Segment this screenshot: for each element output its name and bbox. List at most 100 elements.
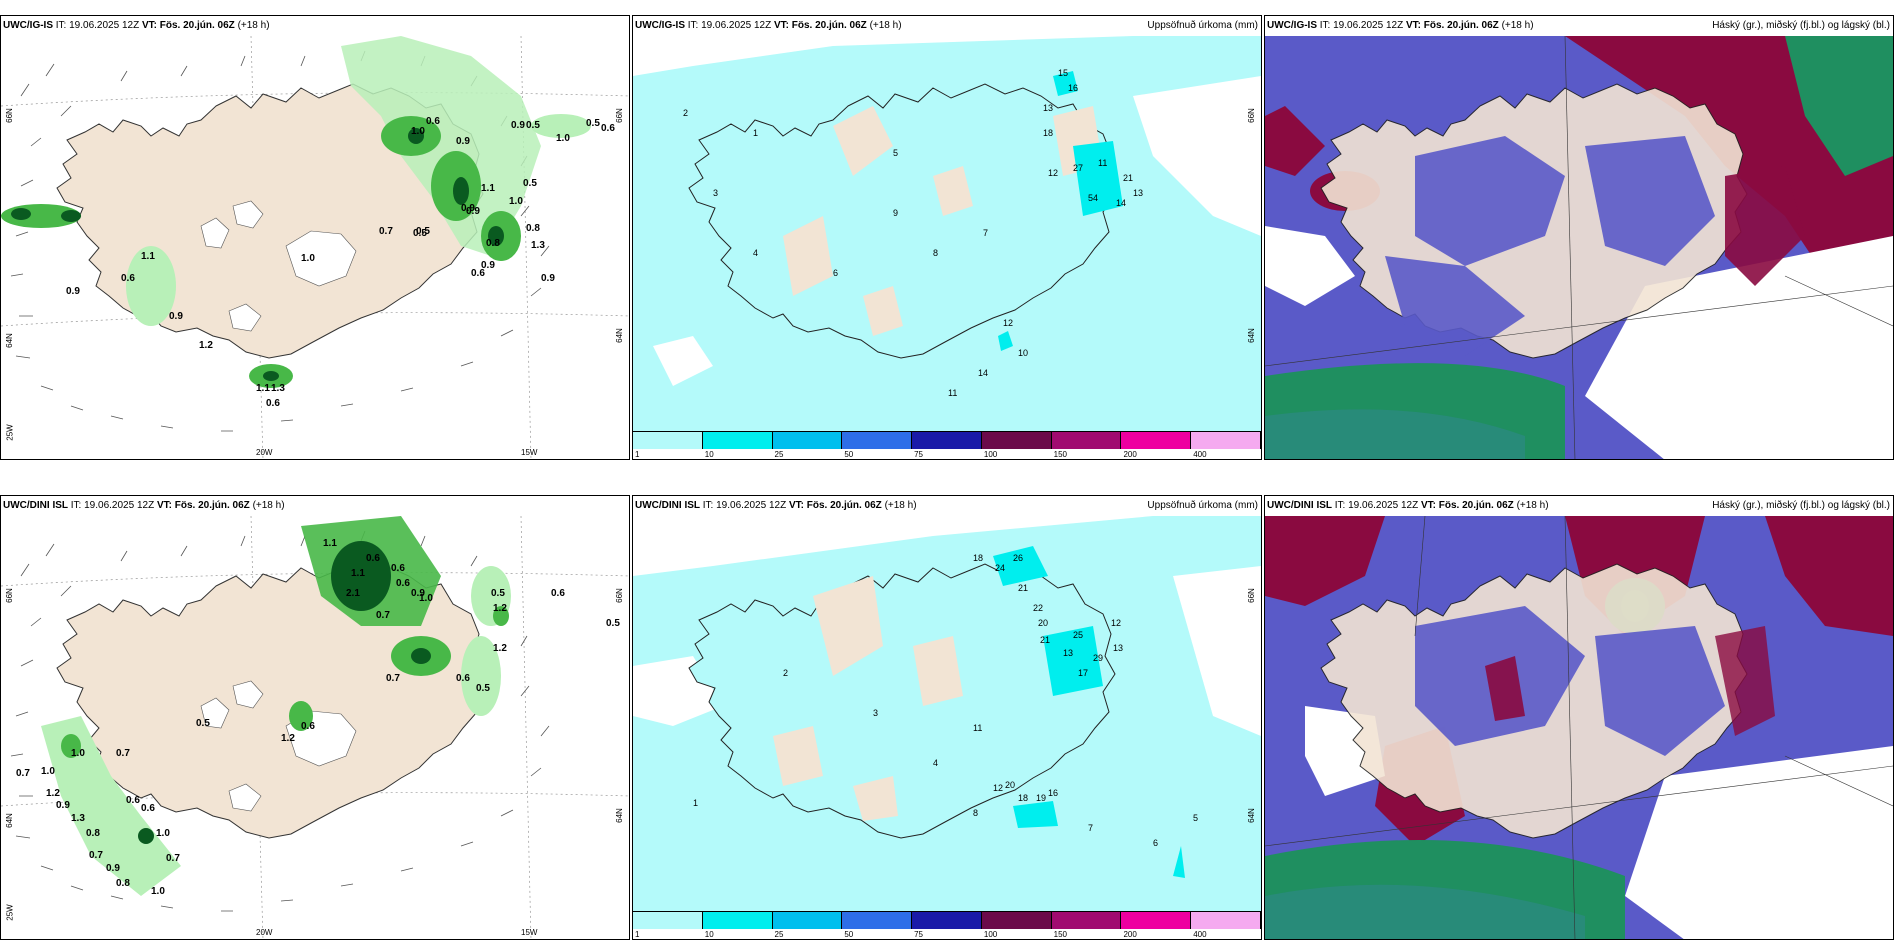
svg-text:18: 18: [1043, 128, 1053, 138]
svg-text:1.0: 1.0: [301, 253, 315, 264]
svg-text:27: 27: [1073, 163, 1083, 173]
colorbar-swatch: [633, 431, 703, 449]
map-wind-rain[interactable]: 1.1 0.6 0.6 0.6 2.1 1.1 0.9 0.7 1.0 0.5 …: [1, 516, 629, 940]
svg-text:1.0: 1.0: [151, 886, 165, 897]
colorbar-swatch: [772, 431, 843, 449]
colorbar-swatch: [1121, 911, 1192, 929]
colorbar-tick: 100: [983, 450, 998, 459]
colorbar-tick: 25: [774, 930, 784, 939]
svg-text:4: 4: [933, 758, 938, 768]
svg-text:13: 13: [1133, 188, 1143, 198]
colorbar-tick: 200: [1123, 930, 1137, 939]
svg-text:11: 11: [973, 723, 982, 733]
svg-text:1.0: 1.0: [556, 133, 570, 144]
svg-text:20: 20: [1005, 780, 1015, 790]
colorbar-swatch: [1191, 431, 1261, 449]
colorbar-swatch: [1051, 911, 1122, 929]
svg-text:0.6: 0.6: [366, 553, 380, 564]
svg-text:26: 26: [1013, 553, 1023, 563]
map-cloud-cover[interactable]: [1265, 516, 1893, 940]
svg-text:13: 13: [1063, 648, 1073, 658]
svg-text:12: 12: [1048, 168, 1058, 178]
svg-text:0.5: 0.5: [196, 718, 210, 729]
svg-text:6: 6: [833, 268, 838, 278]
svg-text:1.1: 1.1: [323, 538, 337, 549]
panel-dini-wind-rain: UWC/DINI ISL IT: 19.06.2025 12Z VT: Fös.…: [0, 495, 630, 940]
precip-labels: 18 24 26 21 22 20 11 25 21 13 29 17 12 1…: [693, 553, 1198, 848]
rain-labels: 0.6 0.9 1.0 0.9 0.5 1.0 0.5 0.6 0.7 0.5 …: [66, 116, 615, 409]
svg-text:0.6: 0.6: [396, 578, 410, 589]
colorbar-swatch: [842, 431, 913, 449]
svg-text:21: 21: [1040, 635, 1050, 645]
colorbar-swatch: [912, 431, 982, 449]
svg-text:10: 10: [1018, 348, 1028, 358]
svg-text:0.7: 0.7: [379, 226, 393, 237]
lon-label: 25W: [5, 424, 15, 441]
svg-text:1.2: 1.2: [493, 603, 507, 614]
svg-text:12: 12: [1003, 318, 1013, 328]
rain-labels: 1.1 0.6 0.6 0.6 2.1 1.1 0.9 0.7 1.0 0.5 …: [16, 538, 620, 897]
svg-text:16: 16: [1068, 83, 1078, 93]
colorbar-tick: 1: [635, 450, 640, 459]
svg-text:1.1: 1.1: [481, 183, 495, 194]
svg-text:0.5: 0.5: [476, 683, 490, 694]
colorbar-swatch: [702, 911, 773, 929]
svg-text:21: 21: [1123, 173, 1133, 183]
colorbar-tick: 75: [914, 450, 924, 459]
svg-text:0.6: 0.6: [426, 116, 440, 127]
svg-text:1.3: 1.3: [71, 813, 85, 824]
map-accumulated-precip[interactable]: 15 16 13 18 12 27 11 21 54 14 13 12 10 1…: [633, 36, 1261, 432]
svg-text:1.0: 1.0: [41, 766, 55, 777]
svg-text:0.6: 0.6: [301, 721, 315, 732]
colorbar-swatch: [702, 431, 773, 449]
svg-text:0.9: 0.9: [169, 311, 183, 322]
colorbar-tick: 200: [1123, 450, 1137, 459]
svg-text:0.7: 0.7: [166, 853, 180, 864]
svg-text:0.7: 0.7: [116, 748, 130, 759]
svg-text:19: 19: [1036, 793, 1046, 803]
panel-ig-is-precip: UWC/IG-IS IT: 19.06.2025 12Z VT: Fös. 20…: [632, 15, 1262, 460]
colorbar-swatch: [1121, 431, 1192, 449]
svg-text:0.6: 0.6: [391, 563, 405, 574]
lat-label: 64N: [615, 808, 625, 823]
lat-label: 64N: [1247, 328, 1257, 343]
colorbar-swatch: [633, 911, 703, 929]
svg-text:13: 13: [1043, 103, 1053, 113]
colorbar-swatch: [842, 911, 913, 929]
panel-title: Háský (gr.), miðský (fj.bl.) og lágský (…: [1712, 500, 1890, 511]
svg-text:18: 18: [973, 553, 983, 563]
svg-text:1.2: 1.2: [281, 733, 295, 744]
svg-text:0.7: 0.7: [16, 768, 30, 779]
svg-text:0.9: 0.9: [56, 800, 70, 811]
colorbar-swatch: [772, 911, 843, 929]
panel-title: Háský (gr.), miðský (fj.bl.) og lágský (…: [1712, 20, 1890, 31]
svg-text:16: 16: [1048, 788, 1058, 798]
panel-header: UWC/DINI ISL IT: 19.06.2025 12Z VT: Fös.…: [635, 500, 917, 511]
svg-text:1.1: 1.1: [351, 568, 365, 579]
lat-label: 66N: [4, 588, 14, 603]
svg-text:0.8: 0.8: [526, 223, 540, 234]
svg-text:0.8: 0.8: [486, 238, 500, 249]
colorbar-swatch: [1191, 911, 1261, 929]
svg-text:22: 22: [1033, 603, 1043, 613]
svg-text:0.8: 0.8: [86, 828, 100, 839]
map-accumulated-precip[interactable]: 18 24 26 21 22 20 11 25 21 13 29 17 12 1…: [633, 516, 1261, 912]
map-wind-rain[interactable]: 0.6 0.9 1.0 0.9 0.5 1.0 0.5 0.6 0.7 0.5 …: [1, 36, 629, 460]
svg-text:0.5: 0.5: [491, 588, 505, 599]
svg-text:54: 54: [1088, 193, 1098, 203]
svg-text:12: 12: [1111, 618, 1121, 628]
svg-text:11: 11: [1098, 158, 1107, 168]
svg-text:0.6: 0.6: [121, 273, 135, 284]
colorbar-tick: 10: [704, 450, 714, 459]
rain-areas: [41, 516, 511, 896]
svg-text:0.9: 0.9: [481, 260, 495, 271]
svg-text:1.0: 1.0: [156, 828, 170, 839]
svg-text:0.5: 0.5: [413, 228, 427, 239]
lat-label: 64N: [4, 813, 14, 828]
svg-text:2: 2: [683, 108, 688, 118]
svg-text:3: 3: [713, 188, 718, 198]
colorbar-tick: 75: [914, 930, 924, 939]
svg-text:1.2: 1.2: [199, 340, 213, 351]
svg-text:0.9: 0.9: [461, 203, 475, 214]
map-cloud-cover[interactable]: [1265, 36, 1893, 460]
